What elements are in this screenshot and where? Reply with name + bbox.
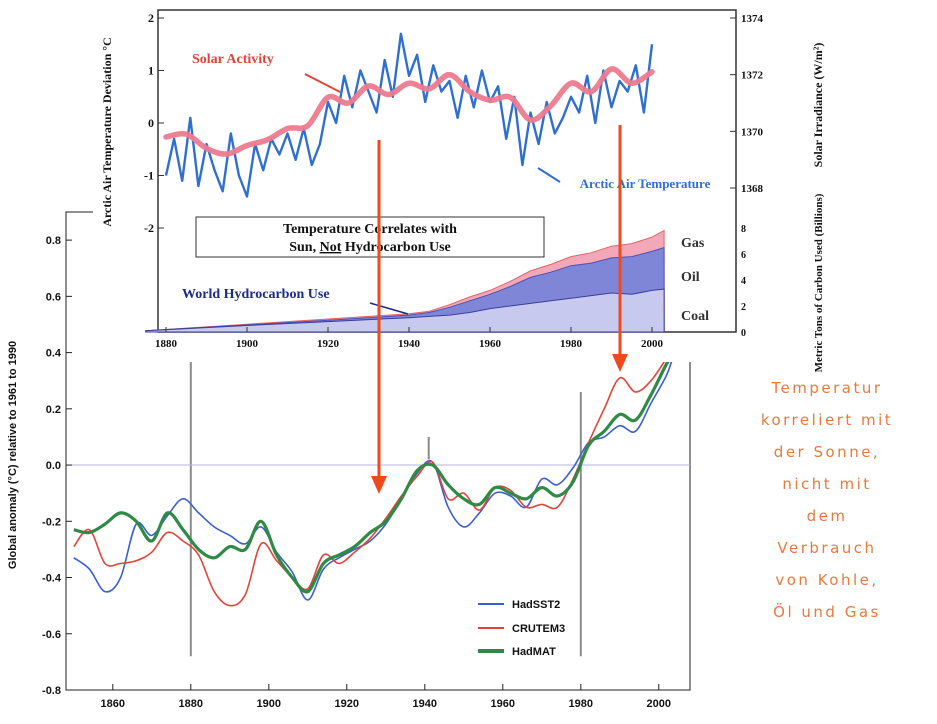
top-x-ticks: 1880 1900 1920 1940 1960 1980 2000	[155, 327, 664, 350]
correlation-arrows	[371, 125, 628, 494]
y-tick-label: 2	[741, 302, 746, 313]
x-tick-label: 1900	[257, 698, 281, 710]
x-tick-label: 1960	[491, 698, 515, 710]
top-right-y-axis-label: Solar Irradiance (W/m²)	[811, 43, 825, 168]
y-tick-label: 4	[741, 276, 746, 287]
x-tick-label: 1960	[479, 338, 502, 350]
coal-label: Coal	[681, 309, 709, 324]
y-tick-label: 8	[741, 224, 746, 235]
y-tick-label: -2	[144, 221, 154, 235]
legend: HadSST2 CRUTEM3 HadMAT	[478, 599, 565, 658]
caption-line: Öl und Gas	[773, 603, 881, 621]
caption-line: von Kohle,	[775, 571, 879, 589]
y-tick-label: 1370	[741, 126, 764, 138]
y-tick-label: 0	[148, 116, 154, 130]
top-left-y-axis-label: Arctic Air Temperature Deviation °C	[100, 37, 114, 226]
correlation-box-line1: Temperature Correlates with	[283, 222, 457, 237]
hydrocarbon-use-label: World Hydrocarbon Use	[182, 287, 330, 302]
series-line-solar-activity	[163, 66, 655, 157]
arctic-temperature-label: Arctic Air Temperature	[580, 176, 711, 191]
bottom-y-ticks: 0.8 0.6 0.4 0.2 0.0 -0.2 -0.4 -0.6 -0.8	[42, 235, 72, 697]
y-tick-label: 0.6	[46, 291, 61, 303]
y-tick-label: 0	[741, 328, 746, 339]
top-series	[163, 32, 655, 198]
gas-label: Gas	[681, 236, 705, 251]
y-tick-label: -0.8	[42, 685, 61, 697]
y-tick-label: -0.2	[42, 516, 61, 528]
carbon-y-axis-label: Metric Tons of Carbon Used (Billions)	[813, 193, 825, 372]
caption-line: korreliert mit	[760, 411, 894, 429]
y-tick-label: 0.8	[46, 235, 61, 247]
bottom-series	[73, 346, 676, 607]
caption-line: nicht mit	[782, 475, 872, 493]
x-tick-label: 1880	[155, 338, 178, 350]
legend-label-hadsst2: HadSST2	[512, 599, 560, 611]
y-tick-label: 1	[148, 64, 154, 78]
y-tick-label: 2	[148, 11, 154, 25]
caption-line: Temperatur	[771, 379, 883, 397]
y-tick-label: 0.2	[46, 404, 61, 416]
solar-activity-label: Solar Activity	[192, 52, 274, 67]
y-tick-label: 0.0	[46, 460, 61, 472]
y-tick-label: -1	[144, 169, 154, 183]
carbon-y-ticks: 8 6 4 2 0	[741, 224, 746, 339]
x-tick-label: 1920	[317, 338, 340, 350]
y-tick-label: 1374	[741, 13, 764, 25]
arctic-temperature-label-text: Arctic Air Temperature	[580, 176, 711, 191]
area-coal	[145, 288, 665, 333]
bottom-x-ticks: 1860 1880 1900 1920 1940 1960 1980 2000	[101, 684, 671, 710]
correlation-box-not: Not	[320, 240, 342, 255]
series-line-hadmat	[73, 351, 676, 594]
x-tick-label: 1920	[335, 698, 359, 710]
y-tick-label: 0.4	[46, 348, 62, 360]
series-line-arctic-air-temperature	[164, 32, 654, 198]
x-tick-label: 1980	[569, 698, 593, 710]
solar-activity-pointer	[304, 73, 341, 93]
legend-label-crutem3: CRUTEM3	[512, 623, 565, 635]
y-tick-label: -0.4	[42, 573, 62, 585]
caption-line: der Sonne,	[773, 443, 881, 461]
caption-line: Verbrauch	[777, 539, 877, 557]
top-right-y-ticks: 1374 1372 1370 1368	[730, 13, 764, 195]
y-tick-label: -0.6	[42, 629, 61, 641]
caption-line: dem	[806, 507, 848, 525]
x-tick-label: 1940	[413, 698, 437, 710]
correlation-box	[195, 216, 545, 258]
legend-label-hadmat: HadMAT	[512, 646, 556, 658]
x-tick-label: 1980	[560, 338, 583, 350]
x-tick-label: 1860	[101, 698, 125, 710]
bottom-y-axis-label: Global anomaly (°C) relative to 1961 to …	[7, 341, 19, 569]
x-tick-label: 1900	[236, 338, 259, 350]
hydrocarbon-use-pointer	[369, 302, 409, 315]
y-tick-label: 1368	[741, 183, 764, 195]
arctic-temperature-pointer	[537, 167, 561, 183]
correlation-box-line2: Sun, Not Hydrocarbon Use	[289, 240, 451, 255]
series-line-hadsst2	[73, 352, 676, 601]
x-tick-label: 1880	[179, 698, 203, 710]
german-caption: Temperatur korreliert mit der Sonne, nic…	[722, 372, 932, 628]
x-tick-label: 2000	[641, 338, 664, 350]
x-tick-label: 2000	[647, 698, 671, 710]
x-tick-label: 1940	[398, 338, 421, 350]
oil-label: Oil	[681, 270, 700, 285]
correlation-box-sun: Sun,	[289, 240, 316, 255]
hydrocarbon-area	[145, 229, 665, 333]
arrow-1990-head	[612, 354, 628, 372]
arrow-1930-head	[371, 476, 387, 494]
y-tick-label: 6	[741, 250, 746, 261]
correlation-box-hydro: Hydrocarbon Use	[345, 240, 451, 255]
top-left-y-ticks: 2 1 0 -1 -2	[144, 11, 164, 235]
y-tick-label: 1372	[741, 70, 764, 82]
